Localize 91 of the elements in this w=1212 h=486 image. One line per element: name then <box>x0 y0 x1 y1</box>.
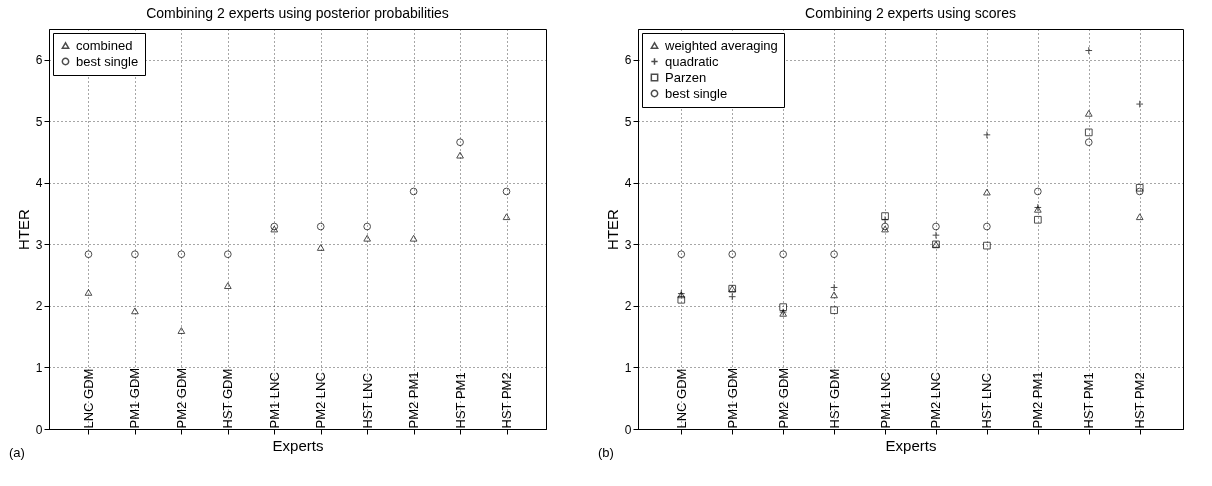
chart-title: Combining 2 experts using posterior probabilities <box>146 5 449 21</box>
point <box>1084 128 1093 137</box>
point <box>363 234 372 242</box>
legend-label: weighted averaging <box>664 37 778 53</box>
point <box>316 222 325 231</box>
x-tick-label: HST GDM <box>220 368 236 429</box>
y-tick-label: 6 <box>35 53 43 68</box>
point <box>223 250 232 259</box>
x-tick-label: HST LNC <box>979 373 995 429</box>
legend-label: best single <box>665 85 728 101</box>
y-axis-title: HTER <box>603 208 621 250</box>
point <box>983 188 991 196</box>
x-tick-label: LNC GDM <box>673 368 689 429</box>
legend-label: best single <box>76 53 139 69</box>
legend-label: combined <box>76 37 133 53</box>
point <box>1135 213 1144 221</box>
x-tick-label: HST PM1 <box>452 372 468 429</box>
point <box>84 250 93 259</box>
y-tick-label: 1 <box>624 360 632 375</box>
point <box>456 138 464 147</box>
y-tick-label: 2 <box>35 299 43 314</box>
point <box>502 213 511 221</box>
point <box>270 222 279 231</box>
x-tick-label: HST PM2 <box>1132 372 1148 429</box>
y-tick-label: 5 <box>35 114 43 129</box>
x-tick-label: PM2 GDM <box>775 367 791 429</box>
y-tick-label: 0 <box>624 422 632 437</box>
legend-label: quadratic <box>665 53 719 69</box>
text: (b) <box>598 445 614 460</box>
point <box>177 327 186 334</box>
point <box>1084 109 1093 117</box>
point <box>881 212 889 220</box>
point <box>84 288 93 296</box>
y-tick-label: 6 <box>624 53 632 68</box>
y-tick-label: 3 <box>624 237 632 252</box>
point <box>1135 187 1144 196</box>
point <box>830 291 838 299</box>
point <box>131 307 139 315</box>
x-tick-label: HST PM2 <box>499 372 515 429</box>
point <box>502 187 511 196</box>
point <box>677 295 686 304</box>
x-tick-label: PM2 LNC <box>928 372 944 429</box>
point <box>1084 138 1093 147</box>
point <box>409 187 418 196</box>
point <box>363 222 372 231</box>
point <box>1135 183 1144 192</box>
point <box>456 151 464 159</box>
point <box>881 225 889 233</box>
x-tick-label: PM2 PM1 <box>1030 371 1046 429</box>
chart-title: Combining 2 experts using scores <box>805 5 1016 21</box>
point <box>728 250 737 259</box>
point <box>409 234 418 242</box>
point <box>830 250 838 259</box>
text: (a) <box>9 445 25 460</box>
point <box>270 225 279 233</box>
point <box>779 250 788 259</box>
y-tick-label: 4 <box>35 176 43 191</box>
point <box>881 222 889 231</box>
x-tick-label: HST LNC <box>359 373 375 429</box>
x-tick-label: PM2 PM1 <box>406 371 422 429</box>
x-tick-label: LNC GDM <box>80 368 96 429</box>
y-axis-title: HTER <box>14 208 32 250</box>
point <box>779 303 788 312</box>
point <box>932 222 940 231</box>
y-tick-label: 0 <box>35 422 43 437</box>
point <box>316 244 325 251</box>
x-tick-label: PM1 LNC <box>877 372 893 429</box>
point <box>223 282 232 290</box>
point <box>1033 187 1042 196</box>
x-tick-label: HST PM1 <box>1081 372 1097 429</box>
x-tick-label: PM1 GDM <box>724 367 740 429</box>
x-tick-label: PM2 LNC <box>313 372 329 429</box>
point <box>983 222 991 231</box>
y-tick-label: 2 <box>624 299 632 314</box>
point <box>830 306 838 315</box>
y-tick-label: 5 <box>624 114 632 129</box>
point <box>131 250 139 259</box>
y-tick-label: 4 <box>624 176 632 191</box>
point <box>177 250 186 259</box>
x-tick-label: PM2 GDM <box>173 367 189 429</box>
x-axis-title: Experts <box>885 437 937 454</box>
x-axis-title: Experts <box>272 437 324 454</box>
point <box>1033 215 1042 224</box>
y-tick-label: 3 <box>35 237 43 252</box>
point <box>983 241 991 250</box>
legend-label: Parzen <box>665 69 707 85</box>
x-tick-label: HST GDM <box>826 368 842 429</box>
y-tick-label: 1 <box>35 360 43 375</box>
x-tick-label: PM1 GDM <box>127 367 143 429</box>
x-tick-label: PM1 LNC <box>266 372 282 429</box>
point <box>677 250 686 259</box>
